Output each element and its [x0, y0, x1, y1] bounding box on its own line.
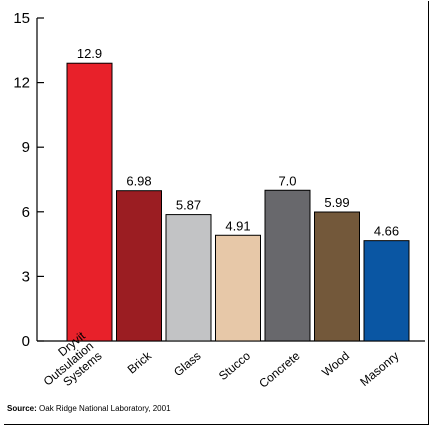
- bar-value-label: 12.9: [77, 46, 102, 61]
- y-tick-label: 9: [22, 139, 30, 156]
- bar: [116, 190, 162, 342]
- x-tick-label: Brick: [125, 348, 155, 377]
- bar: [264, 189, 311, 342]
- bar-value-label: 4.91: [225, 218, 250, 233]
- bar-value-label: 5.87: [176, 198, 201, 213]
- x-tick-label: Stucco: [216, 348, 253, 383]
- bar: [314, 211, 360, 342]
- x-tick-label: Glass: [171, 349, 204, 379]
- bar: [66, 62, 113, 342]
- bar-value-label: 7.0: [278, 173, 296, 188]
- source-label: Source:: [7, 404, 37, 413]
- source-text: Oak Ridge National Laboratory, 2001: [39, 404, 171, 413]
- chart-frame: [4, 1, 429, 425]
- bar-value-label: 6.98: [126, 174, 151, 189]
- bar-value-label: 5.99: [324, 195, 349, 210]
- x-tick-label: Concrete: [256, 348, 303, 390]
- x-tick-label-line: Stucco: [216, 348, 253, 383]
- y-tick-label: 3: [22, 268, 30, 285]
- source-note: Source: Oak Ridge National Laboratory, 2…: [7, 404, 171, 413]
- bar: [165, 214, 212, 342]
- y-tick-label: 15: [13, 10, 30, 27]
- x-tick-label-line: Masonry: [357, 349, 401, 389]
- y-tick-label: 12: [13, 75, 30, 92]
- bar-value-label: 4.66: [374, 224, 399, 239]
- x-tick-label-line: Glass: [171, 349, 204, 379]
- x-tick-label: Wood: [319, 349, 352, 380]
- y-tick-label: 0: [22, 333, 30, 350]
- y-tick-label: 6: [22, 204, 30, 221]
- bar: [215, 234, 261, 342]
- bar: [363, 240, 410, 342]
- x-tick-label-line: Concrete: [256, 348, 303, 390]
- x-tick-label-line: Brick: [125, 348, 155, 377]
- x-tick-label-line: Wood: [319, 349, 352, 380]
- x-tick-label: Masonry: [357, 349, 401, 389]
